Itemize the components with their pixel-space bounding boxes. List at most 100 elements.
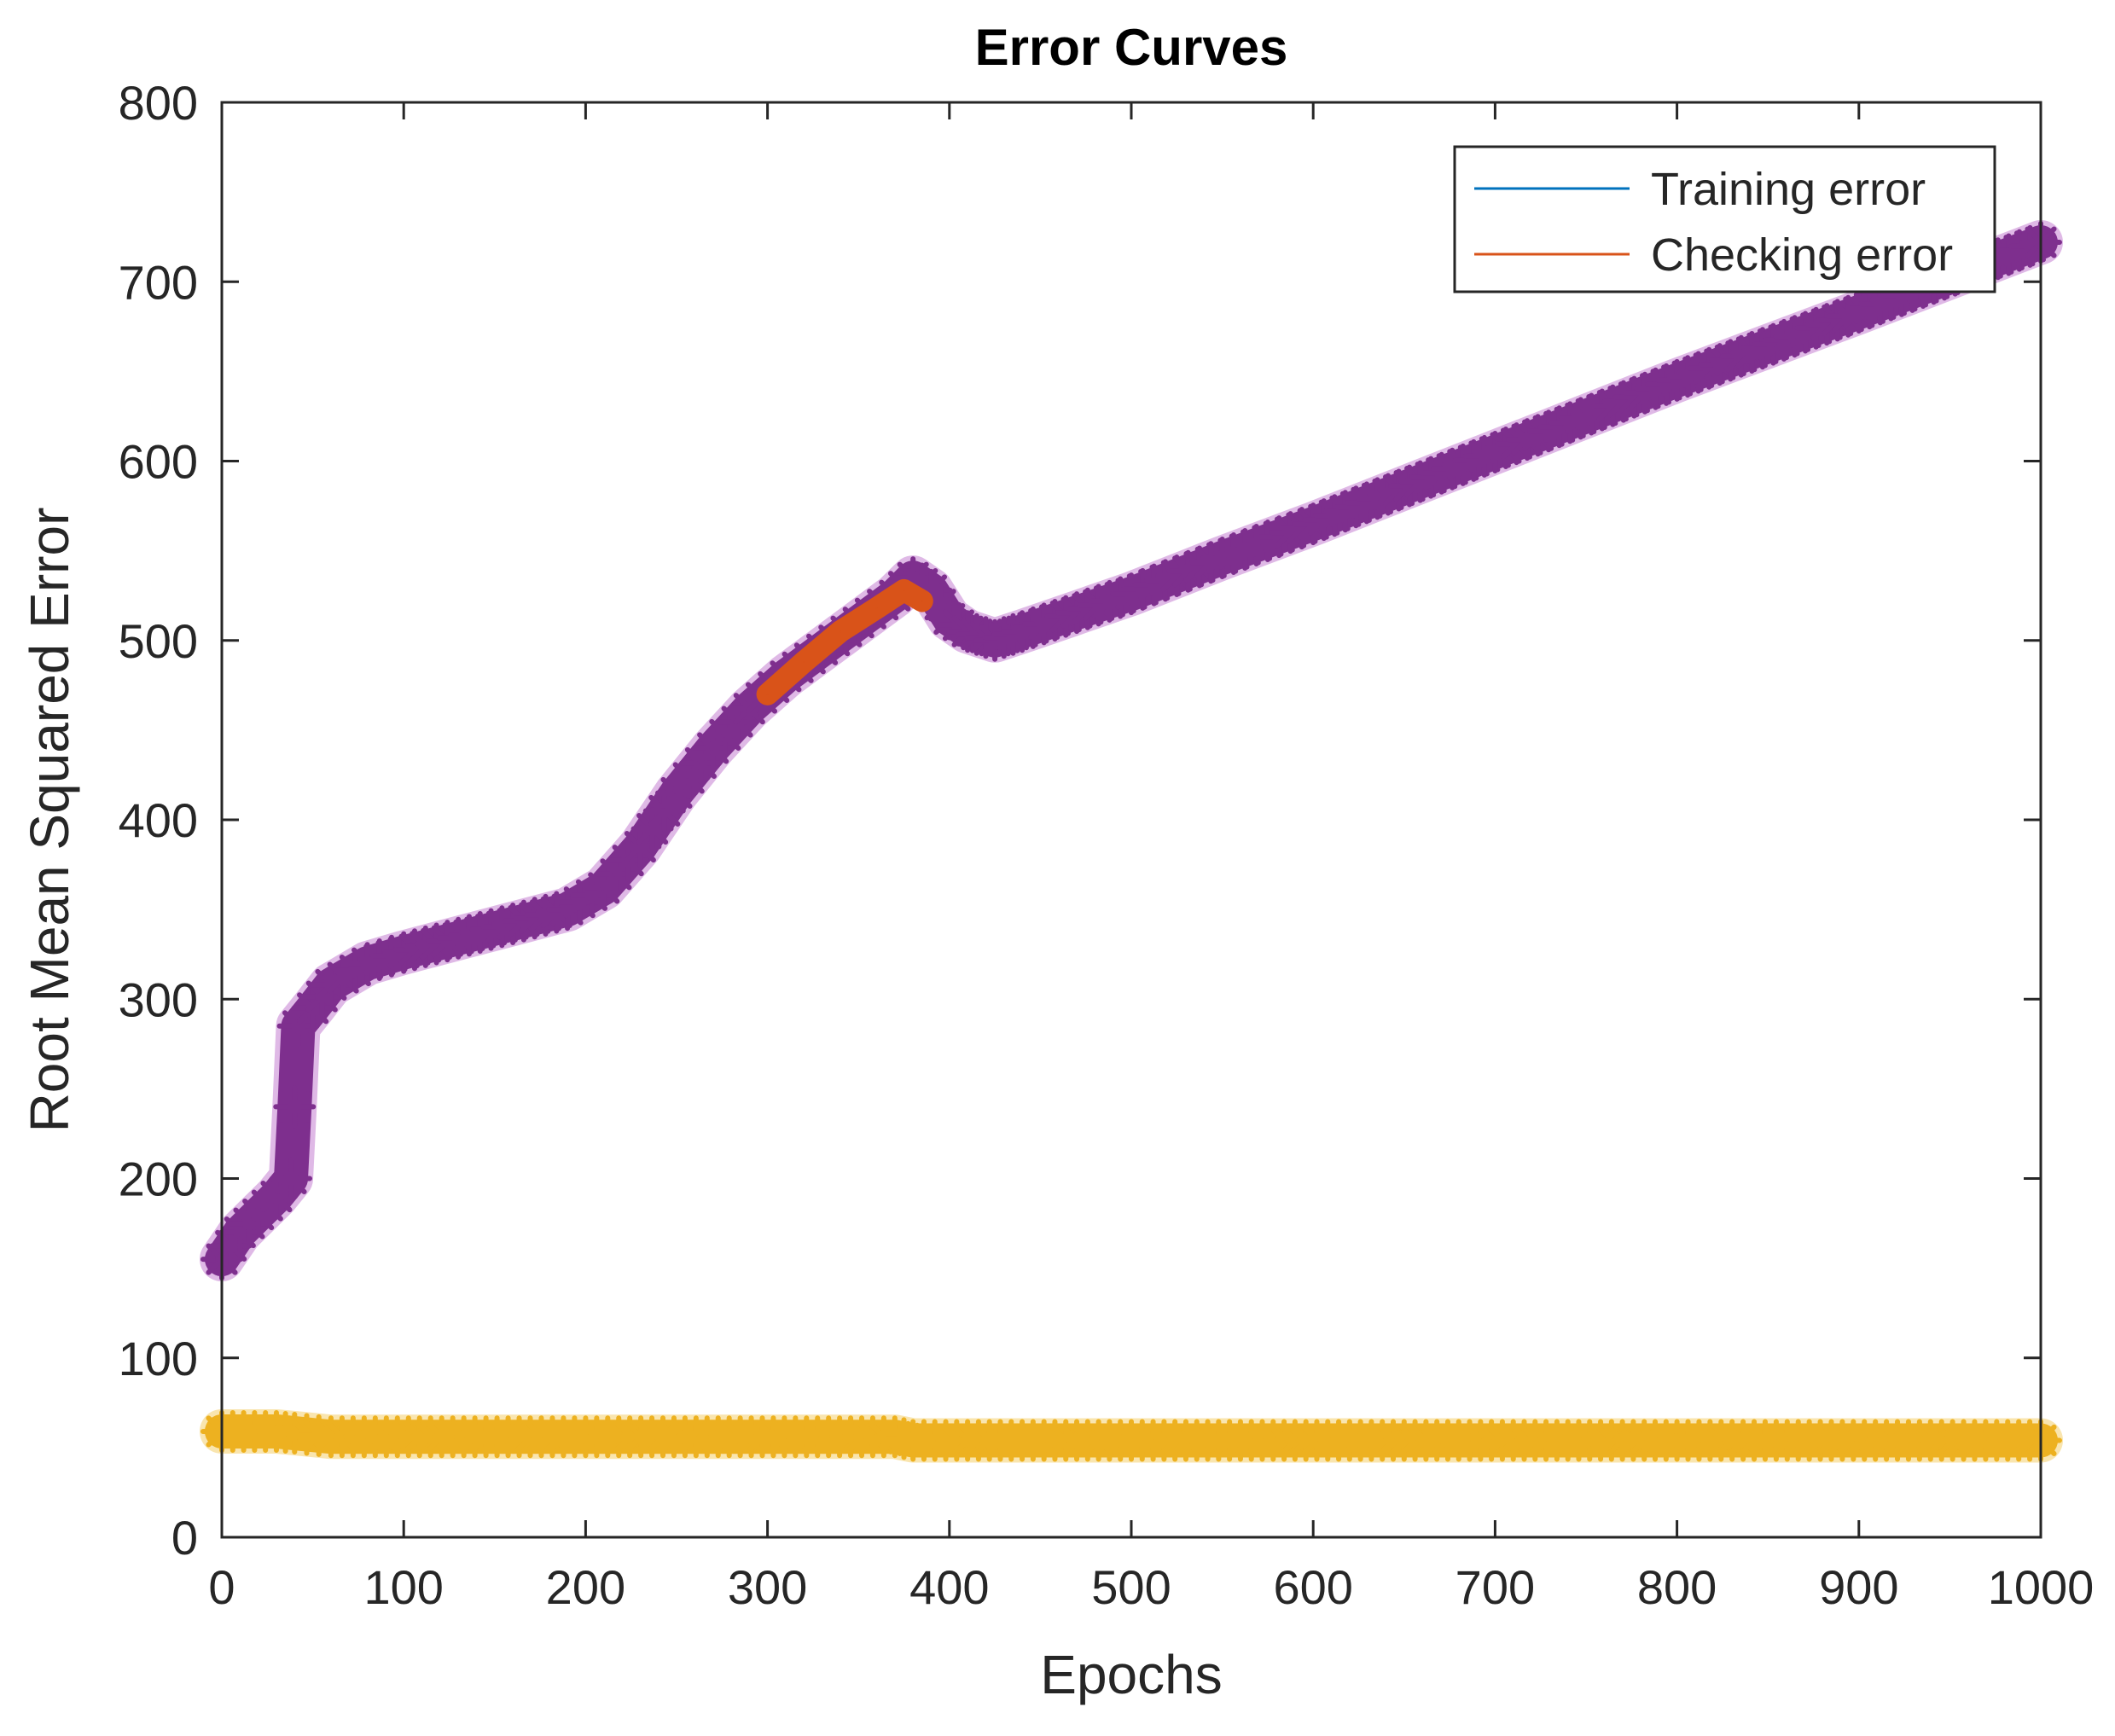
legend-checking-label: Checking error — [1651, 229, 1953, 281]
data-point-marker — [1431, 447, 1474, 491]
data-point-marker — [524, 893, 567, 937]
data-point-marker — [1292, 502, 1335, 546]
plot-area — [200, 219, 2063, 1463]
data-point-marker — [1366, 473, 1409, 516]
data-point-marker — [1709, 339, 1752, 382]
data-point-marker — [1302, 498, 1345, 542]
data-point-marker — [1784, 311, 1827, 354]
data-point — [803, 660, 805, 663]
data-point-marker — [1110, 572, 1153, 616]
data-point-marker — [1132, 563, 1176, 607]
data-point-marker — [404, 925, 447, 968]
x-tick-label: 300 — [728, 1560, 807, 1614]
data-point-marker — [1143, 559, 1187, 602]
data-point-marker — [480, 905, 524, 949]
data-point-marker — [1155, 554, 1199, 598]
x-tick-label: 200 — [546, 1560, 625, 1614]
data-point-marker — [1580, 388, 1624, 432]
data-point — [839, 630, 841, 633]
data-point-marker — [1645, 363, 1688, 406]
data-point-marker — [1088, 579, 1131, 623]
data-point-marker — [1763, 318, 1806, 362]
data-point-marker — [1634, 367, 1677, 410]
axes-box — [220, 101, 2042, 1539]
data-point-marker — [1559, 397, 1602, 440]
x-tick-label: 900 — [1819, 1560, 1898, 1614]
data-point-marker — [491, 902, 535, 945]
data-point-marker — [392, 928, 436, 972]
chart-title: Error Curves — [975, 19, 1288, 76]
data-point-marker — [1066, 587, 1109, 630]
data-point-marker — [254, 1175, 298, 1218]
data-point-marker — [273, 1085, 317, 1129]
data-point-marker — [322, 956, 365, 1000]
data-point-marker — [1011, 606, 1055, 649]
data-point-marker — [1044, 595, 1088, 638]
data-point-marker — [535, 891, 578, 934]
data-point-marker — [1441, 443, 1485, 486]
x-tick-label: 600 — [1273, 1560, 1352, 1614]
x-tick-label: 700 — [1456, 1560, 1535, 1614]
data-point-marker — [909, 568, 953, 612]
data-point-marker — [1516, 414, 1560, 457]
data-point-marker — [1858, 282, 1902, 326]
data-point-marker — [270, 1157, 313, 1200]
x-tick-label: 0 — [208, 1560, 235, 1614]
y-tick-label: 400 — [119, 793, 198, 847]
data-point-marker — [346, 942, 389, 985]
data-point — [766, 693, 769, 695]
data-point-marker — [546, 888, 590, 932]
data-point-marker — [1420, 451, 1463, 495]
data-point-marker — [447, 914, 491, 957]
data-point-marker — [1121, 567, 1165, 611]
data-point-marker — [1356, 477, 1399, 520]
data-point-marker — [1773, 315, 1816, 358]
data-point-marker — [1537, 405, 1581, 449]
data-point-marker — [1719, 334, 1763, 378]
data-point-marker — [1987, 233, 2031, 276]
data-point-marker — [382, 931, 426, 974]
data-point-marker — [1177, 545, 1221, 589]
data-point-marker — [1001, 610, 1044, 653]
data-point-marker — [1827, 294, 1870, 338]
data-point-marker — [309, 963, 352, 1007]
data-point-marker — [1676, 351, 1720, 394]
data-point-marker — [209, 1224, 253, 1268]
series-line — [756, 578, 933, 705]
data-point-marker — [1211, 532, 1255, 576]
data-point-marker — [357, 938, 401, 981]
data-point-marker — [1022, 602, 1066, 646]
data-point-marker — [1666, 355, 1710, 398]
data-point-marker — [415, 922, 458, 966]
data-point-marker — [1805, 303, 1849, 346]
x-axis-label: Epochs — [1040, 1644, 1222, 1705]
data-point-marker — [1258, 515, 1301, 559]
data-point — [875, 607, 878, 609]
data-point-marker — [946, 610, 990, 653]
data-point-marker — [1223, 528, 1267, 572]
y-tick-label: 600 — [119, 435, 198, 489]
data-point — [921, 600, 923, 602]
data-point-marker — [437, 916, 480, 960]
data-point-marker — [1388, 464, 1432, 508]
data-point-marker — [1235, 524, 1278, 567]
data-point-marker — [1869, 278, 1913, 322]
data-point-marker — [1377, 468, 1421, 512]
data-point-marker — [1484, 427, 1527, 470]
data-point-marker — [1409, 456, 1453, 499]
data-point-marker — [619, 825, 662, 868]
data-point-marker — [2008, 224, 2052, 268]
data-point-marker — [1591, 384, 1635, 427]
data-point-marker — [1323, 490, 1367, 533]
data-point-marker — [1280, 507, 1323, 550]
data-point-marker — [1200, 537, 1244, 580]
data-point-marker — [558, 880, 601, 924]
x-tick-label: 500 — [1091, 1560, 1171, 1614]
data-point-marker — [919, 583, 962, 626]
data-point — [903, 589, 905, 591]
data-point-marker — [1623, 371, 1666, 415]
series-2 — [200, 219, 2063, 1282]
data-point-marker — [955, 613, 998, 656]
legend-box — [1453, 145, 1996, 293]
